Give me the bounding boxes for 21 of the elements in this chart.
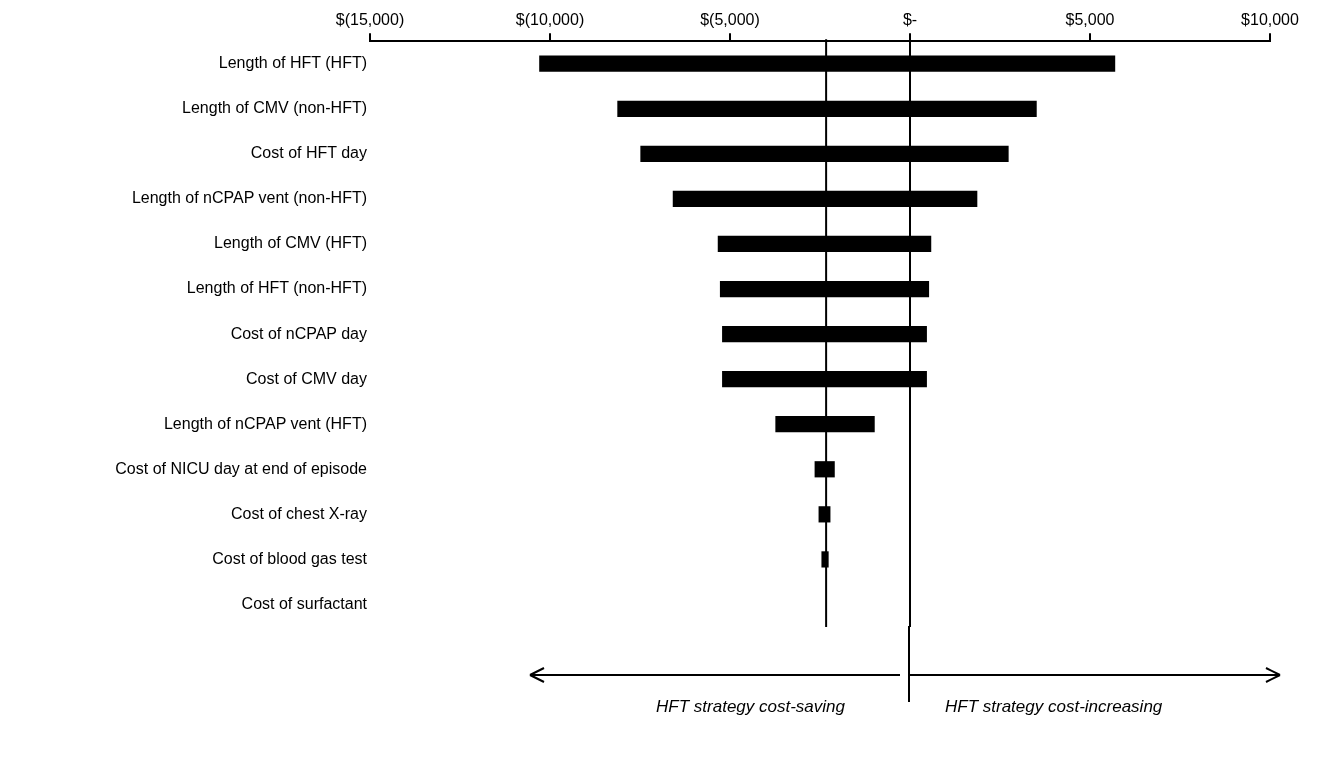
y-tick-label: Length of nCPAP vent (non-HFT) [131,189,367,207]
y-tick-label: Cost of blood gas test [212,549,368,567]
text: HFT strategy cost-increasing [945,696,1163,716]
y-tick-label: Length of CMV (HFT) [214,234,367,252]
x-tick-label: $- [902,11,918,29]
y-tick-label: Cost of CMV day [246,369,367,387]
y-tick-label: Length of CMV (non-HFT) [182,99,367,117]
x-tick-label: $10,000 [1241,11,1300,29]
y-tick-label: Length of nCPAP vent (HFT) [163,414,367,432]
y-tick-label: Cost of nCPAP day [230,324,367,342]
y-tick-label: Length of HFT (HFT) [218,54,367,72]
x-tick-label: $(10,000) [515,11,585,29]
y-tick-label: Length of HFT (non-HFT) [186,279,367,297]
y-tick-label: Cost of surfactant [241,594,368,612]
text: HFT strategy cost-saving [656,696,846,716]
x-tick-label: $5,000 [1065,11,1115,29]
y-tick-label: Cost of NICU day at end of episode [115,459,368,477]
x-tick-label: $(15,000) [335,11,405,29]
y-tick-label: Cost of chest X-ray [230,504,367,522]
y-tick-label: Cost of HFT day [250,144,367,162]
x-tick-label: $(5,000) [700,11,760,29]
